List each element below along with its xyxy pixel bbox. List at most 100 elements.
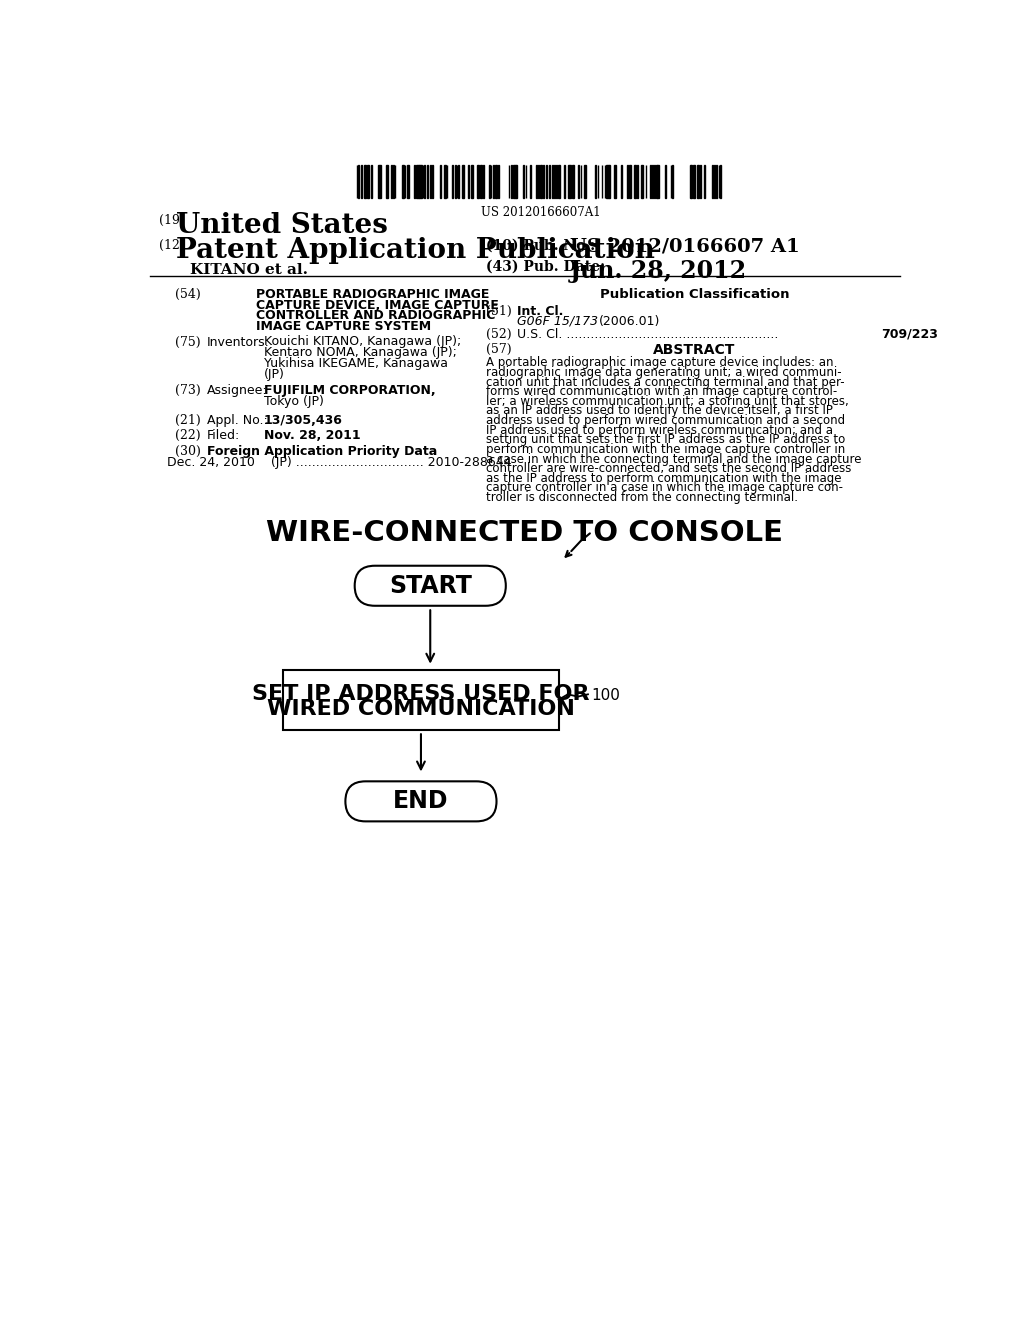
FancyBboxPatch shape: [345, 781, 497, 821]
Text: WIRED COMMUNICATION: WIRED COMMUNICATION: [267, 700, 574, 719]
Bar: [572, 165, 573, 198]
Text: (51): (51): [486, 305, 512, 318]
Text: (73): (73): [174, 384, 201, 397]
Text: Int. Cl.: Int. Cl.: [517, 305, 563, 318]
Text: SET IP ADDRESS USED FOR: SET IP ADDRESS USED FOR: [252, 684, 590, 704]
Text: as the IP address to perform communication with the image: as the IP address to perform communicati…: [486, 471, 842, 484]
Text: Appl. No.:: Appl. No.:: [207, 414, 268, 428]
Text: U.S. Cl. .....................................................: U.S. Cl. ...............................…: [517, 327, 778, 341]
Text: (57): (57): [486, 343, 512, 356]
Text: a case in which the connecting terminal and the image capture: a case in which the connecting terminal …: [486, 453, 861, 466]
Text: Assignee:: Assignee:: [207, 384, 267, 397]
Bar: [471, 165, 473, 198]
Bar: [652, 165, 653, 198]
Text: ABSTRACT: ABSTRACT: [653, 343, 735, 358]
Text: START: START: [389, 574, 472, 598]
Text: (12): (12): [159, 239, 184, 252]
Text: (19): (19): [159, 214, 184, 227]
Bar: [556, 165, 557, 198]
Bar: [657, 165, 658, 198]
Bar: [641, 165, 643, 198]
Bar: [367, 165, 369, 198]
Bar: [634, 165, 636, 198]
Bar: [563, 165, 565, 198]
Bar: [496, 165, 497, 198]
Bar: [462, 165, 464, 198]
Bar: [649, 165, 651, 198]
FancyBboxPatch shape: [354, 566, 506, 606]
Bar: [420, 165, 422, 198]
Text: (75): (75): [174, 335, 200, 348]
Text: (22): (22): [174, 429, 200, 442]
Bar: [417, 165, 419, 198]
Text: Inventors:: Inventors:: [207, 335, 270, 348]
Text: Tokyo (JP): Tokyo (JP): [263, 395, 324, 408]
Bar: [477, 165, 479, 198]
Text: IMAGE CAPTURE SYSTEM: IMAGE CAPTURE SYSTEM: [256, 321, 431, 333]
Text: (43) Pub. Date:: (43) Pub. Date:: [486, 260, 605, 275]
Text: 100: 100: [591, 688, 620, 704]
Text: (30): (30): [174, 445, 201, 458]
Bar: [513, 165, 515, 198]
Text: controller are wire-connected, and sets the second IP address: controller are wire-connected, and sets …: [486, 462, 851, 475]
Text: Foreign Application Priority Data: Foreign Application Priority Data: [207, 445, 437, 458]
Text: Nov. 28, 2011: Nov. 28, 2011: [263, 429, 360, 442]
Text: A portable radiographic image capture device includes: an: A portable radiographic image capture de…: [486, 356, 834, 370]
Bar: [284, 669, 558, 730]
Text: 709/223: 709/223: [882, 327, 938, 341]
Bar: [386, 165, 388, 198]
Bar: [584, 165, 586, 198]
Bar: [540, 165, 542, 198]
Bar: [407, 165, 409, 198]
Text: Publication Classification: Publication Classification: [600, 288, 790, 301]
Text: US 20120166607A1: US 20120166607A1: [481, 206, 600, 219]
Text: capture controller in a case in which the image capture con-: capture controller in a case in which th…: [486, 482, 843, 495]
Bar: [703, 165, 706, 198]
Text: troller is disconnected from the connecting terminal.: troller is disconnected from the connect…: [486, 491, 798, 504]
Text: (JP): (JP): [263, 368, 285, 381]
Text: G06F 15/173: G06F 15/173: [517, 314, 598, 327]
Text: (21): (21): [174, 414, 201, 428]
Text: CAPTURE DEVICE, IMAGE CAPTURE: CAPTURE DEVICE, IMAGE CAPTURE: [256, 298, 499, 312]
Bar: [693, 165, 695, 198]
Text: Yukihisa IKEGAME, Kanagawa: Yukihisa IKEGAME, Kanagawa: [263, 358, 447, 370]
Bar: [606, 165, 608, 198]
Text: United States: United States: [176, 213, 388, 239]
Text: ler; a wireless communication unit; a storing unit that stores,: ler; a wireless communication unit; a st…: [486, 395, 849, 408]
Bar: [378, 165, 381, 198]
Text: 13/305,436: 13/305,436: [263, 414, 342, 428]
Text: cation unit that includes a connecting terminal and that per-: cation unit that includes a connecting t…: [486, 376, 845, 388]
Bar: [697, 165, 699, 198]
Text: PORTABLE RADIOGRAPHIC IMAGE: PORTABLE RADIOGRAPHIC IMAGE: [256, 288, 489, 301]
Bar: [621, 165, 623, 198]
Bar: [630, 165, 631, 198]
Text: Filed:: Filed:: [207, 429, 241, 442]
Text: Patent Application Publication: Patent Application Publication: [176, 238, 655, 264]
Text: Kouichi KITANO, Kanagawa (JP);: Kouichi KITANO, Kanagawa (JP);: [263, 335, 461, 348]
Text: (2006.01): (2006.01): [598, 314, 659, 327]
Text: IP address used to perform wireless communication; and a: IP address used to perform wireless comm…: [486, 424, 834, 437]
Text: forms wired communication with an image capture control-: forms wired communication with an image …: [486, 385, 838, 399]
Text: Kentaro NOMA, Kanagawa (JP);: Kentaro NOMA, Kanagawa (JP);: [263, 346, 457, 359]
Text: address used to perform wired communication and a second: address used to perform wired communicat…: [486, 414, 845, 428]
Text: (10) Pub. No.:: (10) Pub. No.:: [486, 239, 595, 252]
Text: CONTROLLER AND RADIOGRAPHIC: CONTROLLER AND RADIOGRAPHIC: [256, 309, 496, 322]
Text: KITANO et al.: KITANO et al.: [190, 263, 308, 277]
Bar: [558, 165, 560, 198]
Text: Dec. 24, 2010    (JP) ................................ 2010-288644: Dec. 24, 2010 (JP) .....................…: [167, 455, 511, 469]
Text: (52): (52): [486, 327, 512, 341]
Bar: [364, 165, 366, 198]
Bar: [391, 165, 392, 198]
Text: setting unit that sets the first IP address as the IP address to: setting unit that sets the first IP addr…: [486, 433, 845, 446]
Bar: [401, 165, 403, 198]
Bar: [480, 165, 482, 198]
Bar: [568, 165, 570, 198]
Text: WIRE-CONNECTED TO CONSOLE: WIRE-CONNECTED TO CONSOLE: [266, 519, 783, 546]
Text: (54): (54): [174, 288, 201, 301]
Bar: [614, 165, 616, 198]
Text: radiographic image data generating unit; a wired communi-: radiographic image data generating unit;…: [486, 366, 842, 379]
Text: Jun. 28, 2012: Jun. 28, 2012: [569, 259, 746, 282]
Bar: [444, 165, 445, 198]
Text: as an IP address used to identify the device itself, a first IP: as an IP address used to identify the de…: [486, 404, 833, 417]
Text: FUJIFILM CORPORATION,: FUJIFILM CORPORATION,: [263, 384, 435, 397]
